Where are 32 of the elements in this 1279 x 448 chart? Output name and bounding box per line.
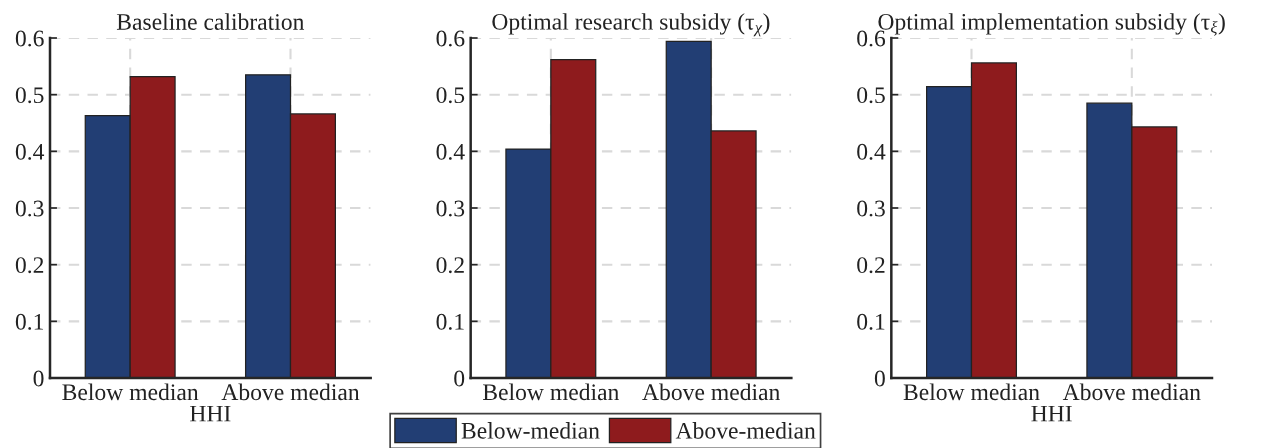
y-tick-label: 0.6: [436, 30, 465, 47]
y-tick-label: 0: [33, 370, 44, 387]
y-tick-label: 0.4: [857, 143, 886, 160]
x-tick-label: Above median: [642, 383, 780, 401]
x-tick-label: Above median: [221, 383, 360, 401]
y-tick-label: 0.5: [857, 87, 885, 104]
y-tick-label: 0.6: [15, 30, 44, 47]
y-tick-label: 0: [454, 370, 465, 387]
x-tick-label: Below median: [482, 383, 619, 401]
y-tick-label: 0.1: [857, 313, 885, 330]
x-tick-label: Below median: [903, 383, 1040, 401]
chart-title: Optimal research subsidy (τ$_{χ}$): [492, 13, 770, 37]
y-tick-label: 0.5: [436, 87, 465, 104]
y-tick-label: 0: [874, 370, 885, 387]
chart-title: Baseline calibration: [116, 13, 305, 30]
y-tick-label: 0.3: [436, 200, 465, 217]
x-axis-title: HHI: [190, 405, 231, 422]
y-tick-label: 0.4: [436, 143, 465, 160]
y-tick-label: 0.5: [15, 87, 44, 104]
legend-label: Below-median: [461, 422, 600, 439]
x-axis-title: HHI: [1031, 405, 1072, 422]
y-tick-label: 0.1: [15, 313, 44, 330]
y-tick-label: 0.1: [436, 313, 464, 330]
y-tick-label: 0.3: [857, 200, 885, 217]
y-tick-label: 0.2: [15, 257, 44, 274]
y-tick-label: 0.3: [15, 200, 44, 217]
y-tick-label: 0.4: [15, 143, 45, 160]
x-tick-label: Below median: [62, 383, 199, 401]
legend-label: Above-median: [675, 422, 816, 439]
y-tick-label: 0.2: [857, 257, 885, 274]
x-tick-label: Above median: [1062, 383, 1201, 401]
y-tick-label: 0.2: [436, 257, 464, 274]
